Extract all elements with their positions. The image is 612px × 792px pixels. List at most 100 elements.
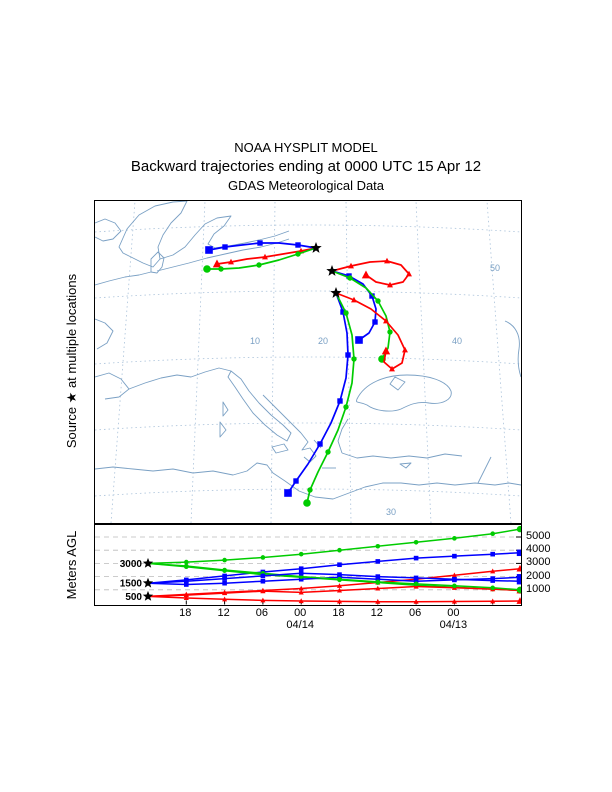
coastline-path — [219, 421, 227, 438]
trajectory-marker — [516, 574, 521, 581]
trajectory-marker — [184, 578, 189, 584]
trajectory-marker — [257, 240, 263, 246]
trajectory-marker — [303, 499, 311, 507]
trajectory-marker — [490, 598, 496, 604]
time-tick-label: 12 — [217, 607, 230, 619]
coastline-path — [341, 452, 463, 459]
coastline-path — [227, 370, 292, 442]
trajectory-marker — [375, 559, 381, 564]
source-star-icon — [330, 287, 342, 298]
trajectory-marker — [413, 539, 419, 545]
time-tick-label: 00 — [294, 607, 307, 619]
coastline-path — [156, 238, 290, 272]
height-axis-value: 1000 — [526, 582, 551, 595]
trajectory-path-loc3-3000m — [306, 292, 355, 504]
trajectory-marker — [345, 352, 351, 358]
trajectory-marker — [348, 262, 354, 269]
height-axis-value: 3000 — [526, 556, 551, 569]
trajectory-marker — [260, 573, 266, 579]
trajectory-marker — [490, 551, 495, 557]
meteo-data-line: GDAS Meteorological Data — [227, 178, 385, 193]
trajectory-marker — [347, 275, 353, 281]
coastlines — [95, 201, 521, 500]
trajectory-marker — [260, 555, 266, 560]
map-grid-labels: 10 20 30 40 50 — [250, 263, 500, 517]
trajectory-marker — [298, 566, 304, 571]
trajectory-map: 10 20 30 40 50 — [95, 201, 521, 523]
trajectory-marker — [183, 592, 189, 598]
trajectory-marker — [375, 576, 381, 582]
time-tick-label: 00 — [447, 607, 460, 619]
trajectory-marker — [298, 551, 304, 557]
source-star-icon — [142, 577, 154, 588]
trajectory-marker — [343, 310, 349, 316]
height-axis-value: 4000 — [526, 543, 551, 556]
trajectory-marker — [402, 346, 408, 353]
time-tick-label: 12 — [370, 607, 383, 619]
trajectory-marker — [184, 563, 189, 569]
trajectory-marker — [355, 336, 363, 344]
trajectory-path-loc3-500m — [335, 292, 406, 370]
trajectory-marker — [222, 557, 227, 563]
height-profile-chart: 3000 1500 500 — [95, 525, 521, 605]
trajectory-marker — [375, 585, 381, 591]
start-height-label: 1500 — [120, 579, 143, 590]
trajectory-marker — [452, 553, 457, 559]
trajectory-marker — [222, 244, 228, 250]
trajectory-marker — [260, 588, 266, 594]
trajectory-marker — [337, 398, 343, 404]
grid-label: 40 — [452, 336, 462, 346]
trajectory-marker — [284, 489, 292, 497]
trajectory-path-loc3-1500m — [287, 292, 349, 494]
trajectory-marker — [298, 585, 304, 591]
coastline-path — [356, 374, 452, 412]
trajectory-marker — [222, 596, 228, 602]
source-star-icon — [326, 265, 338, 276]
trajectory-marker — [452, 576, 457, 582]
source-star-icon — [310, 242, 322, 253]
trajectory-path-loc2-500m — [331, 260, 410, 286]
trajectory-marker — [490, 585, 496, 591]
grid-label: 20 — [318, 336, 328, 346]
trajectory-marker — [256, 262, 262, 268]
trajectory-marker — [295, 251, 301, 257]
trajectory-marker — [260, 597, 266, 603]
trajectory-marker — [228, 258, 234, 265]
trajectory-marker — [222, 567, 227, 573]
trajectory-marker — [218, 266, 224, 272]
coastline-path — [399, 462, 412, 469]
trajectory-marker — [516, 564, 521, 572]
trajectory-marker — [406, 270, 412, 277]
trajectory-marker — [375, 598, 381, 604]
coastline-path — [95, 318, 114, 350]
height-series-loc1-3000m — [147, 528, 521, 565]
header: NOAA HYSPLIT MODEL Backward trajectories… — [0, 140, 612, 193]
trajectory-marker — [337, 576, 342, 582]
time-tick-label: 06 — [408, 607, 422, 619]
trajectory-marker — [413, 555, 419, 561]
coastline-path — [118, 201, 188, 268]
trajectory-marker — [325, 449, 331, 455]
grid-label: 30 — [386, 507, 396, 517]
trajectory-marker — [340, 309, 346, 315]
plot-title: Backward trajectories ending at 0000 UTC… — [130, 158, 482, 175]
trajectory-layer — [203, 240, 412, 507]
map-side-label: Source ★ at multiple locations — [64, 273, 79, 449]
trajectory-marker — [516, 549, 521, 557]
coastline-path — [95, 372, 130, 400]
trajectory-marker — [203, 265, 211, 273]
trajectory-marker — [452, 536, 457, 541]
trajectory-marker — [337, 572, 342, 577]
trajectory-marker — [184, 559, 189, 565]
trajectory-marker — [205, 246, 213, 254]
trajectory-marker — [260, 578, 266, 584]
trajectory-marker — [375, 298, 381, 304]
coastline-path — [159, 215, 290, 260]
trajectory-marker — [298, 571, 304, 576]
coastline-path — [477, 456, 492, 484]
source-star-icon — [142, 590, 154, 601]
date-label: 04/13 — [439, 619, 468, 631]
coastline-path — [389, 376, 406, 391]
trajectory-marker — [387, 281, 393, 288]
